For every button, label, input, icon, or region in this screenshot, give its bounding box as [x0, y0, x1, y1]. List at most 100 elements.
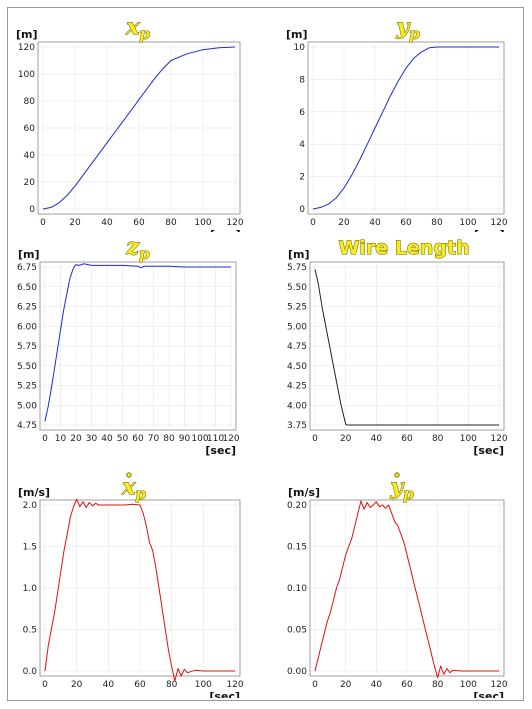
y-tick-label: 5.50	[17, 362, 37, 372]
chart-yp-dot: 0 20 40 60 80 100 120 0.00 0.05 0.10 0.15 0.20 [m/s]…	[272, 468, 524, 703]
x-tick-label: 20	[71, 680, 83, 690]
y-tick-label: 5.00	[17, 401, 37, 411]
x-tick-label: 60	[134, 680, 146, 690]
y-tick-label: 5.75	[287, 263, 307, 273]
y-tick-label: 0.20	[287, 501, 307, 511]
y-axis-label: [m/s]	[18, 486, 50, 499]
x-tick-label: 120	[226, 680, 243, 690]
y-tick-label: 0.5	[23, 626, 37, 636]
x-tick-label: 80	[166, 680, 178, 690]
x-tick-label: 60	[132, 434, 144, 444]
x-tick-label: 60	[400, 218, 412, 228]
x-tick-label: 80	[432, 680, 444, 690]
x-tick-label: 60	[401, 680, 413, 690]
x-tick-label: 120	[226, 218, 243, 228]
chart-wire-length: 0 20 40 60 80 100 120 3.75 4.00 4.25 4.50 4.75 5.00 5…	[272, 234, 524, 460]
y-tick-label: 5.00	[287, 322, 307, 332]
x-tick-label: 100	[460, 434, 477, 444]
y-tick-label: 0.10	[287, 584, 307, 594]
chart-title: Wire Length	[338, 237, 469, 259]
x-tick-label: 0	[40, 218, 46, 228]
x-tick-label: 100	[460, 680, 477, 690]
x-axis-label: [sec]	[473, 690, 504, 698]
x-tick-label: 0	[312, 434, 318, 444]
x-tick-label: 30	[86, 434, 98, 444]
y-tick-label: 2.0	[23, 501, 38, 511]
x-tick-label: 20	[338, 218, 350, 228]
x-tick-label: 90	[179, 434, 191, 444]
chart-yp: 0 20 40 60 80 100 120 0 2 4 6 8 10 [m] [sec] yp	[272, 10, 524, 242]
chart-xp-dot: 0 20 40 60 80 100 120 0.0 0.5 1.0 1.5 2.0 [m/s] [sec]…	[8, 468, 260, 703]
x-tick-label: 40	[101, 434, 113, 444]
y-tick-label: 8	[299, 75, 305, 85]
y-tick-label: 5.25	[287, 303, 307, 313]
title-dot	[126, 472, 132, 478]
x-tick-label: 20	[69, 218, 81, 228]
x-tick-label: 20	[70, 434, 82, 444]
x-tick-label: 20	[340, 680, 352, 690]
y-tick-label: 100	[18, 70, 35, 80]
y-tick-label: 4.50	[287, 362, 307, 372]
chart-zp: 0 10 20 30 40 50 60 70 80 90 100 110 120 4.75 5.00 5.25…	[8, 234, 260, 460]
y-tick-label: 5.75	[17, 342, 37, 352]
y-tick-label: 6.00	[17, 322, 37, 332]
series-line	[314, 500, 499, 679]
y-tick-label: 0	[29, 205, 35, 215]
y-tick-label: 40	[24, 151, 36, 161]
y-tick-label: 20	[24, 178, 36, 188]
x-tick-label: 80	[163, 434, 175, 444]
y-tick-label: 4.75	[287, 342, 307, 352]
y-tick-label: 80	[24, 97, 36, 107]
y-tick-label: 5.50	[287, 283, 307, 293]
series-line	[44, 263, 231, 422]
x-tick-label: 120	[490, 434, 507, 444]
x-axis-label: [sec]	[208, 228, 240, 232]
series-line	[314, 269, 499, 426]
series-line	[42, 46, 236, 210]
y-tick-label: 6.75	[17, 263, 37, 273]
x-tick-label: 40	[371, 680, 383, 690]
y-tick-label: 6.50	[17, 283, 37, 293]
y-axis-label: [m]	[288, 248, 310, 261]
x-tick-label: 100	[195, 680, 212, 690]
x-tick-label: 70	[148, 434, 160, 444]
y-tick-label: 5.25	[17, 382, 37, 392]
x-tick-label: 20	[340, 434, 352, 444]
x-tick-label: 10	[55, 434, 67, 444]
y-axis-label: [m]	[18, 248, 40, 261]
x-tick-label: 80	[165, 218, 177, 228]
y-axis-label: [m/s]	[288, 486, 320, 499]
y-tick-label: 4.75	[17, 421, 37, 431]
x-axis-label: [sec]	[473, 444, 504, 457]
y-tick-label: 0.15	[287, 543, 307, 553]
x-axis-label: [sec]	[205, 444, 236, 457]
title-dot	[394, 472, 400, 478]
x-tick-label: 0	[42, 680, 48, 690]
x-tick-label: 0	[42, 434, 48, 444]
series-line	[312, 46, 499, 210]
x-tick-label: 80	[431, 218, 443, 228]
y-tick-label: 120	[18, 43, 35, 53]
y-tick-label: 3.75	[287, 421, 307, 431]
chart-xp: 0 20 40 60 80 100 120 0 20 40 60 80 100 120 [m] [sec] xp	[8, 10, 260, 242]
x-axis-label: [sec]	[472, 228, 504, 232]
x-tick-label: 40	[369, 218, 381, 228]
x-tick-label: 120	[490, 218, 507, 228]
x-tick-label: 0	[310, 218, 316, 228]
y-tick-label: 0.0	[23, 667, 38, 677]
chart-title: zp	[126, 234, 151, 263]
y-tick-label: 4.25	[287, 382, 307, 392]
x-tick-label: 60	[133, 218, 145, 228]
y-tick-label: 6.25	[17, 303, 37, 313]
y-tick-label: 60	[24, 124, 36, 134]
x-tick-label: 100	[194, 218, 211, 228]
chart-title: xp	[121, 474, 146, 503]
x-tick-label: 60	[401, 434, 413, 444]
x-tick-label: 40	[103, 680, 115, 690]
y-tick-label: 1.5	[23, 543, 37, 553]
y-tick-label: 0.05	[287, 626, 307, 636]
y-axis-label: [m]	[16, 28, 38, 41]
x-tick-label: 120	[490, 680, 507, 690]
y-tick-label: 1.0	[23, 584, 38, 594]
y-tick-label: 6	[299, 108, 305, 118]
